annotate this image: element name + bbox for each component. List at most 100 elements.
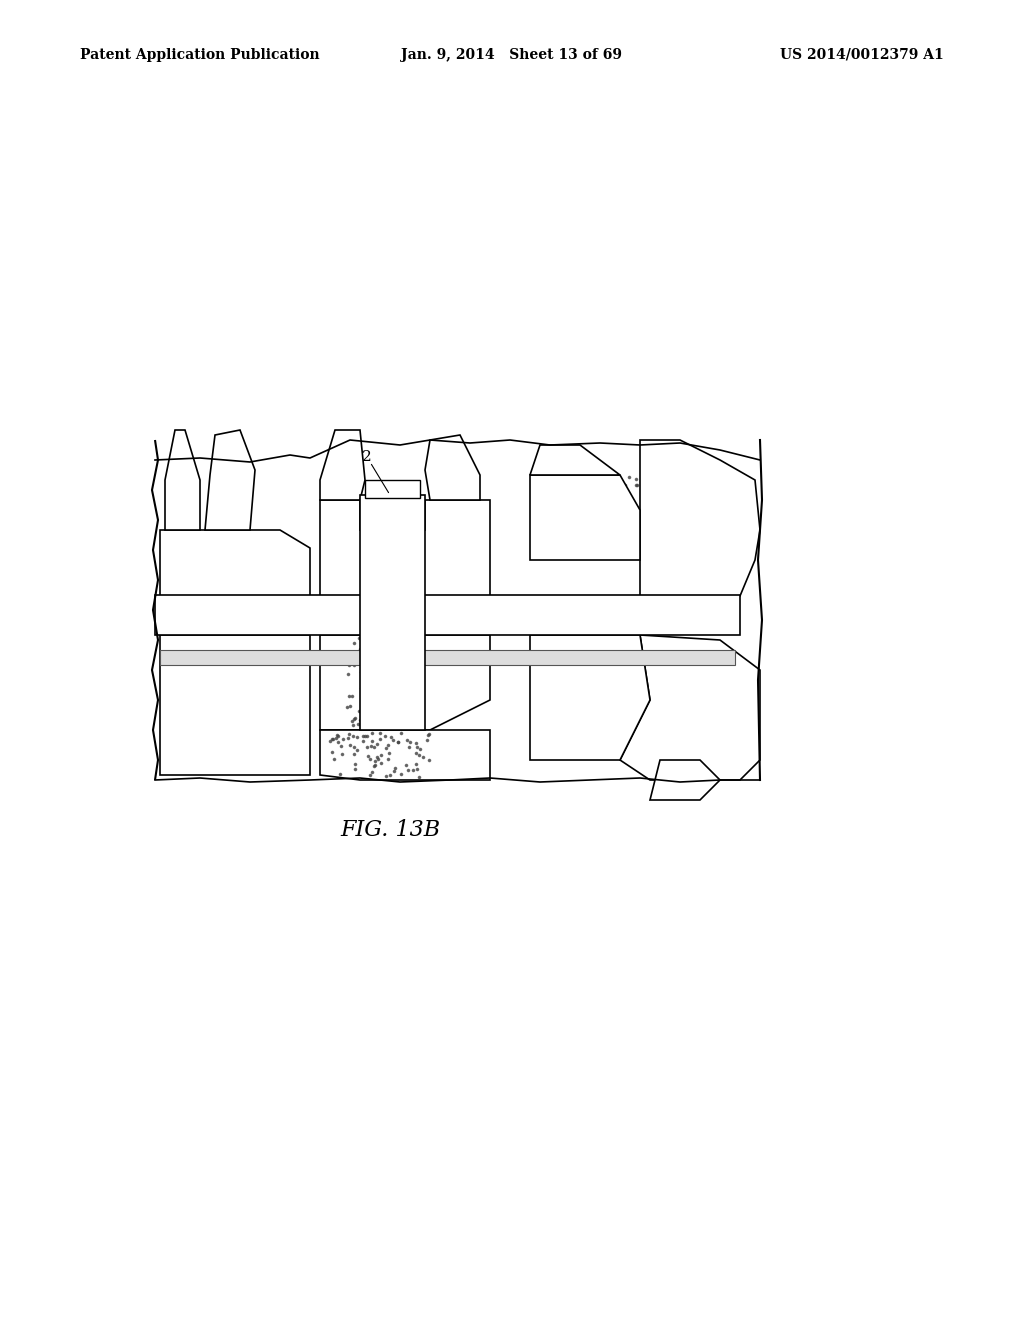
Polygon shape bbox=[620, 635, 760, 780]
Point bbox=[284, 669, 300, 690]
Point bbox=[361, 764, 378, 785]
Point bbox=[273, 560, 290, 581]
Point bbox=[399, 483, 416, 504]
Point bbox=[618, 744, 635, 766]
Point bbox=[291, 639, 307, 660]
Point bbox=[289, 556, 305, 577]
Point bbox=[251, 671, 267, 692]
Point bbox=[551, 682, 567, 704]
Point bbox=[622, 675, 638, 696]
Point bbox=[183, 579, 200, 601]
Point bbox=[196, 685, 212, 706]
Point bbox=[181, 667, 198, 688]
Point bbox=[358, 725, 375, 746]
Point bbox=[585, 503, 601, 524]
Point bbox=[404, 660, 421, 681]
Point bbox=[540, 675, 556, 696]
Point bbox=[399, 532, 416, 553]
Point bbox=[390, 704, 407, 725]
Point bbox=[592, 669, 608, 690]
Point bbox=[354, 611, 371, 632]
Point bbox=[368, 583, 384, 605]
Point bbox=[289, 544, 305, 565]
Point bbox=[608, 708, 625, 729]
Point bbox=[181, 655, 198, 676]
Point bbox=[373, 722, 389, 743]
Point bbox=[225, 579, 242, 601]
Point bbox=[199, 758, 215, 779]
Point bbox=[182, 718, 199, 739]
Point bbox=[535, 697, 551, 718]
Point bbox=[365, 644, 381, 665]
Point bbox=[221, 578, 238, 599]
Point bbox=[219, 709, 236, 730]
Point bbox=[594, 708, 610, 729]
Point bbox=[358, 628, 375, 649]
Point bbox=[265, 715, 282, 737]
Point bbox=[402, 677, 419, 698]
Point bbox=[555, 644, 571, 665]
Point bbox=[409, 672, 425, 693]
Point bbox=[377, 606, 393, 627]
Point bbox=[163, 689, 179, 710]
Point bbox=[390, 731, 407, 752]
Point bbox=[197, 553, 213, 574]
Point bbox=[543, 532, 559, 553]
Point bbox=[412, 614, 428, 635]
Point bbox=[169, 675, 185, 696]
Text: FIG. 13B: FIG. 13B bbox=[340, 818, 440, 841]
Point bbox=[193, 525, 209, 546]
Point bbox=[406, 626, 422, 647]
Point bbox=[627, 635, 643, 656]
Point bbox=[600, 685, 616, 706]
Point bbox=[384, 680, 400, 701]
Point bbox=[262, 576, 279, 597]
Point bbox=[622, 729, 638, 750]
Point bbox=[379, 498, 395, 519]
Point bbox=[359, 690, 376, 711]
Point bbox=[537, 729, 553, 750]
Point bbox=[605, 483, 622, 504]
Point bbox=[182, 558, 199, 579]
Point bbox=[549, 647, 565, 668]
Point bbox=[390, 492, 407, 513]
Point bbox=[628, 730, 644, 751]
Point bbox=[396, 511, 413, 532]
Point bbox=[169, 660, 185, 681]
Point bbox=[392, 722, 409, 743]
Point bbox=[373, 631, 389, 652]
Point bbox=[599, 675, 615, 696]
Point bbox=[367, 483, 383, 504]
Point bbox=[408, 754, 424, 775]
Point bbox=[605, 487, 622, 508]
Point bbox=[627, 731, 643, 752]
Point bbox=[537, 507, 553, 528]
Point bbox=[399, 516, 416, 537]
Point bbox=[362, 694, 379, 715]
Point bbox=[589, 474, 605, 495]
Point bbox=[375, 496, 391, 517]
Point bbox=[566, 659, 583, 680]
Point bbox=[401, 532, 418, 553]
Point bbox=[376, 673, 392, 694]
Point bbox=[380, 614, 396, 635]
Point bbox=[540, 714, 556, 735]
Point bbox=[395, 714, 412, 735]
Point bbox=[569, 694, 586, 715]
Point bbox=[252, 572, 268, 593]
Point bbox=[367, 701, 383, 722]
Point bbox=[392, 647, 409, 668]
Point bbox=[190, 537, 207, 558]
Point bbox=[246, 667, 262, 688]
Point bbox=[529, 648, 546, 669]
Point bbox=[330, 731, 346, 752]
Point bbox=[611, 711, 628, 733]
Point bbox=[164, 574, 180, 595]
Point bbox=[579, 521, 595, 543]
Point bbox=[248, 539, 264, 560]
Point bbox=[542, 675, 558, 696]
Point bbox=[194, 558, 210, 579]
Point bbox=[355, 713, 372, 734]
Point bbox=[412, 647, 428, 668]
Point bbox=[395, 657, 412, 678]
